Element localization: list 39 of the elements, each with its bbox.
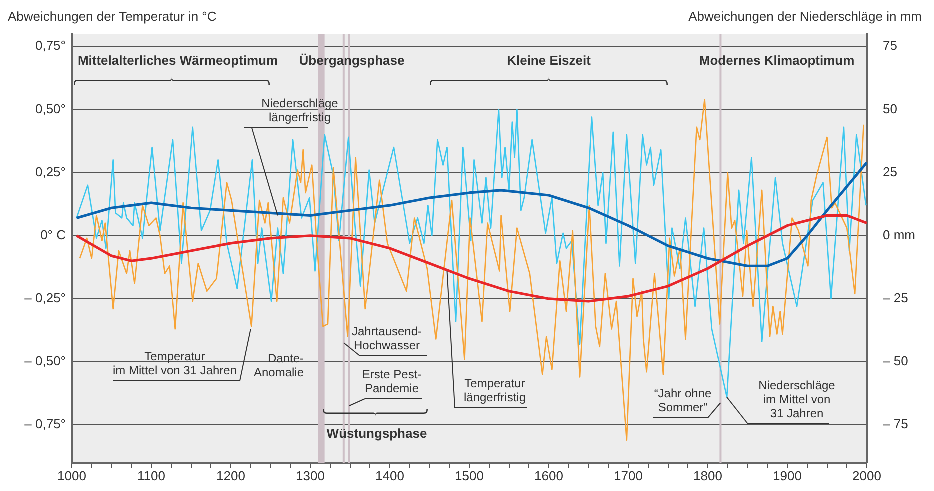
y2-tick-label: 25 (883, 164, 898, 180)
annotation: Mittelalterliches Wärmeoptimum (78, 53, 278, 68)
y2-axis-title: Abweichungen der Niederschläge in mm (688, 9, 922, 24)
x-tick-label: 1400 (376, 468, 404, 484)
ref-line-label: “Jahr ohne Sommer” (654, 386, 712, 414)
x-tick-label: 1600 (534, 468, 564, 484)
ref-line-label: Erste Pest-Pandemie (362, 367, 422, 396)
x-tick-label: 1200 (216, 468, 246, 484)
y-tick-label: 0,25° (35, 164, 66, 180)
y2-tick-label: – 25 (883, 290, 908, 306)
x-tick-label: 1500 (455, 468, 484, 484)
x-tick-label: 1000 (58, 468, 86, 484)
annotation: Übergangsphase (299, 53, 405, 68)
y-tick-label: – 0,25° (24, 290, 66, 306)
y-tick-label: – 0,75° (24, 416, 66, 432)
text: Niederschläge im Mittel von 31 Jahren (758, 378, 836, 420)
x-tick-label: 1300 (296, 468, 325, 484)
text: Temperatur längerfristig (464, 376, 526, 404)
y2-tick-label: 75 (883, 38, 898, 54)
annotation: Kleine Eiszeit (507, 53, 592, 68)
y2-tick-label: – 75 (883, 416, 908, 432)
annotation: Modernes Klimaoptimum (699, 53, 855, 68)
y-tick-label: 0° C (40, 227, 66, 242)
y2-tick-label: 50 (883, 101, 898, 116)
y2-tick-label: 0 mm (883, 227, 916, 242)
y-tick-label: – 0,50° (24, 354, 66, 369)
x-tick-label: 1700 (614, 468, 643, 484)
y2-tick-label: – 50 (883, 354, 908, 369)
text: Temperatur im Mittel von 31 Jahren (112, 349, 238, 378)
y-axis-title: Abweichungen der Temperatur in °C (8, 9, 217, 24)
x-tick-label: 2000 (852, 468, 882, 484)
x-tick-label: 1800 (694, 468, 722, 484)
x-tick-label: 1900 (773, 468, 802, 484)
y-tick-label: 0,50° (35, 101, 66, 116)
text: Niederschläge längerfristig (262, 96, 339, 124)
y-tick-label: 0,75° (35, 38, 66, 54)
x-tick-label: 1100 (138, 468, 166, 484)
annotation: Wüstungsphase (326, 426, 428, 442)
ref-line-label: Jahrtausend-Hochwasser (352, 324, 422, 352)
